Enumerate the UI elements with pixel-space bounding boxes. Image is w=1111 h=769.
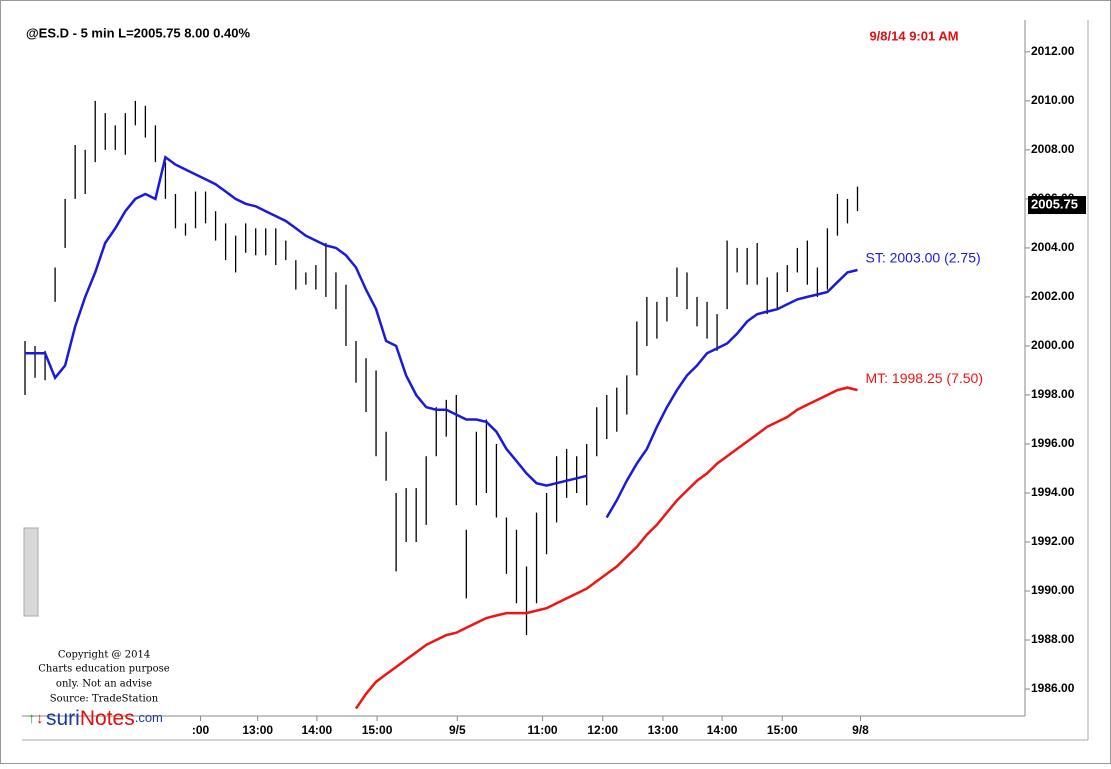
indicator-line [605,268,858,519]
x-tick-label: 12:00 [587,723,618,737]
side-tab[interactable] [23,527,39,617]
y-tick-label: 2008.00 [1031,142,1075,156]
indicator-line [354,386,858,710]
legend-label: MT: 1998.25 (7.50) [865,370,983,386]
logo: suriNotes.com [46,707,163,730]
x-tick-label: 14:00 [302,723,333,737]
y-tick-label: 1998.00 [1031,387,1075,401]
x-tick-label: 13:00 [242,723,273,737]
y-tick-label: 2004.00 [1031,240,1075,254]
x-tick-label: 15:00 [362,723,393,737]
logo-part: Notes [80,707,135,730]
copyright-line: Charts education purpose [38,664,170,675]
copyright-line: only. Not an advise [56,679,152,690]
y-tick-label: 1996.00 [1031,436,1075,450]
y-tick-label: 2010.00 [1031,93,1075,107]
y-tick-label: 1990.00 [1031,583,1075,597]
x-tick-label: 15:00 [767,723,798,737]
last-price-label: 2005.75 [1031,196,1078,211]
x-tick-label: 9/5 [449,723,466,737]
chart-title: @ES.D - 5 min L=2005.75 8.00 0.40% [26,25,250,40]
x-tick-label: 13:00 [648,723,679,737]
plot [24,100,859,710]
logo-part: suri [46,707,80,730]
y-tick-label: 1986.00 [1031,681,1075,695]
y-tick-label: 2012.00 [1031,44,1075,58]
indicator-line [25,155,588,487]
y-tick-label: 1992.00 [1031,534,1075,548]
logo-icon: ↓ [36,710,44,727]
last-price-box [1028,196,1086,215]
y-tick-label: 1994.00 [1031,485,1075,499]
x-tick-label: 14:00 [707,723,738,737]
y-tick-label: 2000.00 [1031,338,1075,352]
y-tick-label: 2002.00 [1031,289,1075,303]
y-tick-label: 1988.00 [1031,632,1075,646]
copyright-line: Copyright @ 2014 [58,650,150,661]
timestamp: 9/8/14 9:01 AM [869,28,958,43]
logo-icon: ↑ [28,710,36,727]
x-tick-label: 11:00 [528,723,558,737]
x-tick-label: :00 [192,723,210,737]
copyright-line: Source: TradeStation [50,694,159,705]
x-tick-label: 9/8 [852,723,869,737]
copyright: Copyright @ 2014 Charts education purpos… [38,650,170,705]
legend-label: ST: 2003.00 (2.75) [865,250,980,266]
logo-part: .com [135,710,163,725]
